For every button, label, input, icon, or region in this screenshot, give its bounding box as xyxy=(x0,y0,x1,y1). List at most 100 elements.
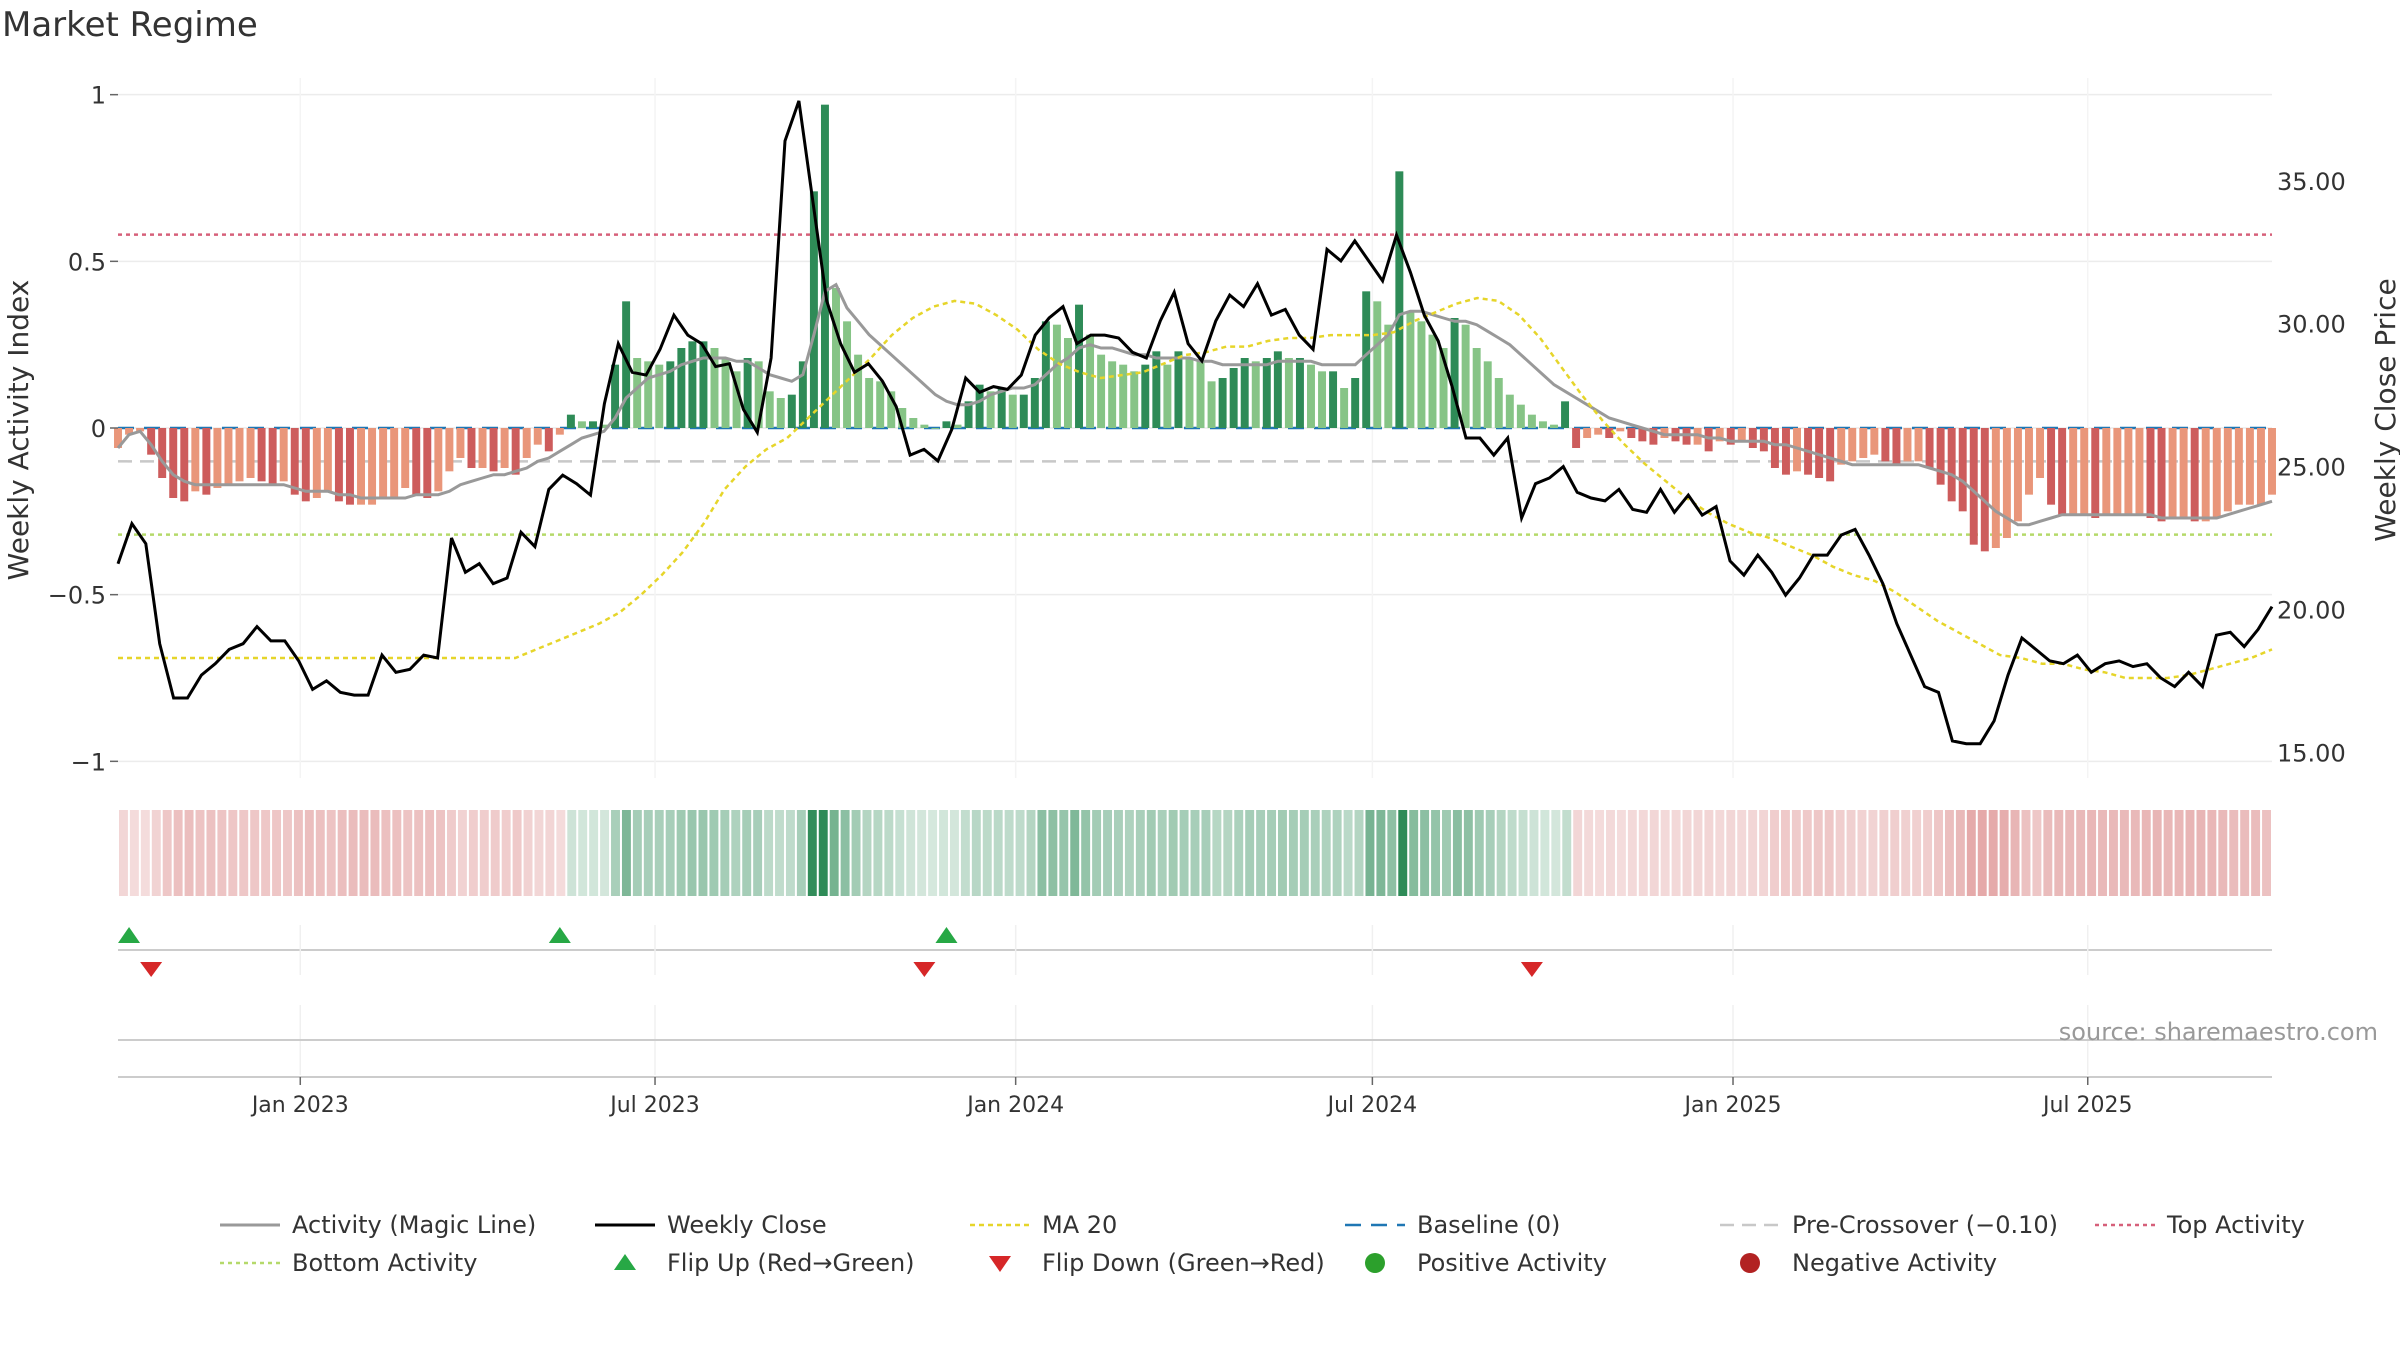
activity-bar xyxy=(1638,428,1647,442)
activity-bar xyxy=(1207,381,1216,428)
activity-bar xyxy=(235,428,244,482)
activity-bar xyxy=(622,301,631,428)
activity-bar xyxy=(2036,428,2045,478)
activity-bar xyxy=(677,348,686,428)
activity-bar xyxy=(589,421,597,428)
activity-bar xyxy=(1903,428,1912,462)
activity-bar xyxy=(732,371,741,428)
flip-down-marker xyxy=(913,962,936,977)
chart-title: Market Regime xyxy=(2,5,258,45)
activity-bar xyxy=(202,428,211,495)
activity-bar xyxy=(1527,414,1536,428)
regime-cell xyxy=(2218,810,2228,896)
regime-cell xyxy=(1901,810,1911,896)
activity-bar xyxy=(1793,428,1801,472)
regime-cell xyxy=(709,810,719,896)
activity-bar xyxy=(500,428,509,468)
regime-cell xyxy=(764,810,774,896)
regime-cell xyxy=(2130,810,2140,896)
activity-bar xyxy=(1318,371,1327,428)
regime-cell xyxy=(1442,810,1451,896)
regime-cell xyxy=(1332,810,1342,896)
activity-bar xyxy=(1052,324,1061,428)
regime-cell xyxy=(523,810,533,896)
regime-cell xyxy=(1179,810,1189,896)
regime-cell xyxy=(1529,810,1539,896)
activity-bar xyxy=(611,364,620,428)
activity-bar xyxy=(1980,428,1989,552)
regime-cell xyxy=(1026,810,1036,896)
activity-bar xyxy=(412,428,421,495)
regime-cell xyxy=(895,810,905,896)
regime-cell xyxy=(1616,810,1626,896)
activity-bar xyxy=(2091,428,2100,518)
regime-cell xyxy=(1868,810,1878,896)
activity-bar xyxy=(1704,428,1713,452)
activity-bar xyxy=(147,428,156,455)
y-tick-label-right: 35.00 xyxy=(2277,168,2346,196)
activity-bar xyxy=(964,401,973,428)
activity-bar xyxy=(1218,378,1227,428)
regime-cell xyxy=(206,810,216,896)
activity-bar xyxy=(1108,361,1117,428)
activity-bar xyxy=(2124,428,2133,515)
activity-bar xyxy=(1936,428,1945,485)
x-tick-label: Jul 2023 xyxy=(608,1093,700,1118)
flip-down-marker xyxy=(140,962,163,977)
regime-cell xyxy=(873,810,883,896)
legend-label: Weekly Close xyxy=(667,1211,827,1239)
legend-label: Negative Activity xyxy=(1792,1249,1997,1277)
activity-bar xyxy=(600,424,609,428)
regime-cell xyxy=(1890,810,1900,896)
regime-cell xyxy=(818,810,828,896)
legend-swatch-flipup xyxy=(614,1254,636,1270)
activity-bar xyxy=(1770,428,1779,468)
regime-cell xyxy=(753,810,763,896)
regime-cell xyxy=(1507,810,1517,896)
activity-bar xyxy=(1086,334,1095,428)
activity-bar xyxy=(776,398,785,428)
activity-bar xyxy=(854,354,863,428)
activity-bar xyxy=(809,191,818,428)
activity-bar xyxy=(1406,311,1415,428)
activity-bar xyxy=(390,428,399,498)
activity-bar xyxy=(887,391,896,428)
activity-bar xyxy=(2113,428,2122,515)
regime-cell xyxy=(2196,810,2206,896)
regime-cell xyxy=(348,810,358,896)
activity-bar xyxy=(2058,428,2067,515)
y-tick-label-left: −0.5 xyxy=(48,582,106,610)
legend-label: MA 20 xyxy=(1042,1211,1117,1239)
y-axis-label-right: Weekly Close Price xyxy=(2369,278,2400,541)
activity-bar xyxy=(357,428,365,505)
activity-bar xyxy=(688,341,697,428)
flip-up-marker xyxy=(118,927,141,943)
legend-swatch-negdot xyxy=(1740,1253,1760,1273)
series-lines xyxy=(116,100,2274,746)
regime-cell xyxy=(1365,810,1375,896)
regime-cell xyxy=(917,810,927,896)
activity-bar xyxy=(2245,428,2254,505)
activity-bar xyxy=(644,361,653,428)
regime-cell xyxy=(643,810,653,896)
regime-cell xyxy=(829,810,839,896)
activity-bar xyxy=(191,428,200,492)
activity-bar xyxy=(2212,428,2221,518)
regime-cell xyxy=(2065,810,2075,896)
source-text: source: sharemaestro.com xyxy=(2059,1018,2378,1046)
regime-cell xyxy=(457,810,467,896)
activity-bar xyxy=(953,424,962,428)
regime-cell xyxy=(949,810,959,896)
regime-cell xyxy=(381,810,391,896)
y-tick-label-right: 20.00 xyxy=(2277,596,2346,624)
regime-cell xyxy=(1048,810,1058,896)
regime-cell xyxy=(1037,810,1047,896)
regime-cell xyxy=(1496,810,1506,896)
regime-cell xyxy=(1452,810,1462,896)
activity-bar xyxy=(1969,428,1978,545)
regime-cell xyxy=(2076,810,2086,896)
regime-cell xyxy=(151,810,161,896)
activity-bar xyxy=(180,428,189,502)
activity-bar xyxy=(2102,428,2111,515)
activity-bar xyxy=(246,428,255,478)
